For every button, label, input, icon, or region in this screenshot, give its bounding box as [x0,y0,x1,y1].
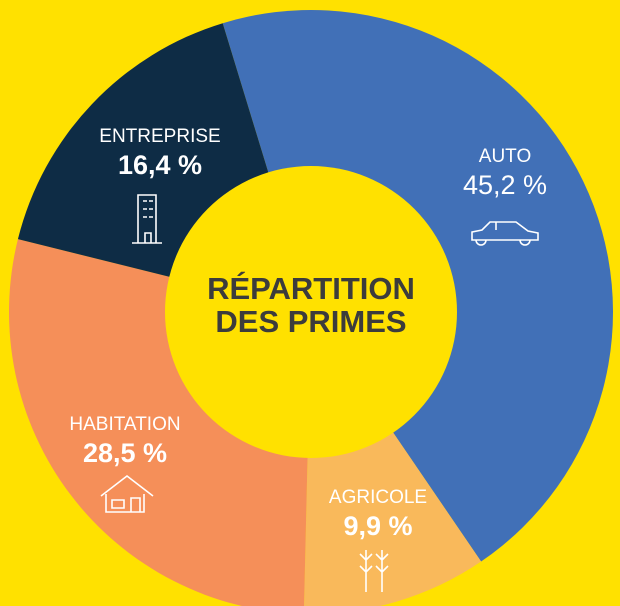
car-icon [471,221,539,246]
donut-hole [165,166,457,458]
building-icon [132,194,162,244]
value-label: 45,2 % [463,170,547,200]
category-label: ENTREPRISE [99,126,220,147]
category-label: AUTO [479,146,531,167]
category-label: AGRICOLE [329,487,427,508]
category-label: HABITATION [69,414,180,435]
house-icon [100,474,154,513]
value-label: 16,4 % [118,150,202,180]
chart-title: RÉPARTITION DES PRIMES [207,271,415,339]
value-label: 28,5 % [83,438,167,468]
value-label: 9,9 % [343,511,412,541]
wheat-icon [359,550,389,592]
icons [100,194,539,592]
